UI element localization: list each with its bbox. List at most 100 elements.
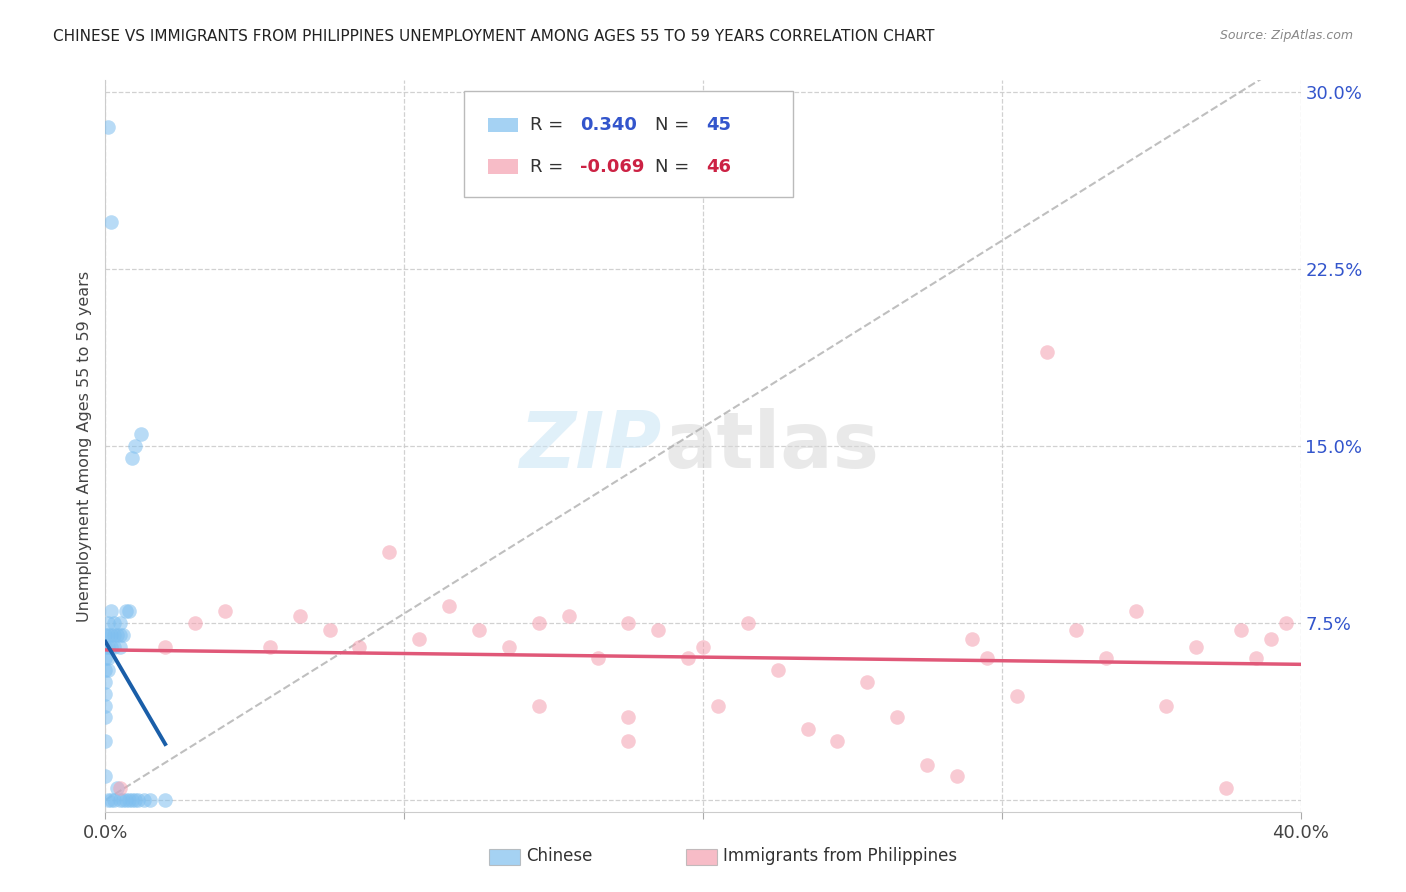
Point xyxy=(214,604,236,618)
Point xyxy=(103,615,125,630)
Point xyxy=(97,793,120,807)
Point xyxy=(1035,344,1057,359)
Point xyxy=(94,687,117,701)
Point xyxy=(127,793,149,807)
Point xyxy=(288,608,311,623)
Text: CHINESE VS IMMIGRANTS FROM PHILIPPINES UNEMPLOYMENT AMONG AGES 55 TO 59 YEARS CO: CHINESE VS IMMIGRANTS FROM PHILIPPINES U… xyxy=(53,29,935,44)
Point xyxy=(110,640,132,654)
Point xyxy=(647,623,669,637)
Point xyxy=(318,623,340,637)
Point xyxy=(97,628,120,642)
Point xyxy=(1260,632,1282,647)
Point xyxy=(94,769,117,783)
Point xyxy=(259,640,281,654)
Point xyxy=(112,628,135,642)
Point xyxy=(97,120,120,135)
Y-axis label: Unemployment Among Ages 55 to 59 years: Unemployment Among Ages 55 to 59 years xyxy=(76,270,91,622)
Point xyxy=(155,793,177,807)
Point xyxy=(184,615,207,630)
Point xyxy=(617,734,640,748)
Point xyxy=(692,640,714,654)
FancyBboxPatch shape xyxy=(488,160,517,174)
Point xyxy=(976,651,998,665)
Point xyxy=(139,793,162,807)
Point xyxy=(124,439,146,453)
Text: 46: 46 xyxy=(707,158,731,176)
Point xyxy=(94,698,117,713)
Point xyxy=(737,615,759,630)
Point xyxy=(100,640,122,654)
Point xyxy=(97,651,120,665)
Point xyxy=(110,793,132,807)
Point xyxy=(94,734,117,748)
Point xyxy=(134,793,156,807)
Point xyxy=(100,628,122,642)
Text: Source: ZipAtlas.com: Source: ZipAtlas.com xyxy=(1219,29,1353,42)
Point xyxy=(1005,689,1028,703)
Point xyxy=(107,781,129,796)
Point xyxy=(97,663,120,677)
Point xyxy=(94,640,117,654)
Point xyxy=(408,632,430,647)
Text: N =: N = xyxy=(655,116,695,134)
Point xyxy=(1125,604,1147,618)
Point xyxy=(617,710,640,724)
Point xyxy=(100,215,122,229)
Text: ZIP: ZIP xyxy=(519,408,661,484)
Text: Immigrants from Philippines: Immigrants from Philippines xyxy=(723,847,957,865)
Point xyxy=(527,615,550,630)
Text: R =: R = xyxy=(530,158,568,176)
Point xyxy=(94,628,117,642)
Point xyxy=(103,628,125,642)
Text: -0.069: -0.069 xyxy=(579,158,644,176)
Point xyxy=(100,604,122,618)
Text: Chinese: Chinese xyxy=(526,847,592,865)
Point xyxy=(94,663,117,677)
Point xyxy=(557,608,579,623)
Point xyxy=(856,675,879,690)
Point xyxy=(115,604,138,618)
Point xyxy=(118,604,141,618)
Point xyxy=(617,615,640,630)
Point xyxy=(827,734,849,748)
Point xyxy=(1274,615,1296,630)
Point xyxy=(527,698,550,713)
Point xyxy=(110,628,132,642)
Point xyxy=(121,450,143,465)
Point xyxy=(1215,781,1237,796)
Point xyxy=(97,640,120,654)
FancyBboxPatch shape xyxy=(464,91,793,197)
Text: atlas: atlas xyxy=(665,408,880,484)
Point xyxy=(103,640,125,654)
Point xyxy=(915,757,938,772)
Point xyxy=(110,781,132,796)
Point xyxy=(97,615,120,630)
Point xyxy=(1244,651,1267,665)
Point xyxy=(1095,651,1118,665)
Point xyxy=(468,623,491,637)
Point xyxy=(115,793,138,807)
Point xyxy=(94,675,117,690)
Point xyxy=(1066,623,1088,637)
FancyBboxPatch shape xyxy=(488,118,517,132)
Point xyxy=(124,793,146,807)
Point xyxy=(349,640,371,654)
Text: N =: N = xyxy=(655,158,695,176)
Text: 0.340: 0.340 xyxy=(579,116,637,134)
Point xyxy=(100,793,122,807)
Point xyxy=(886,710,908,724)
Point xyxy=(103,793,125,807)
Point xyxy=(766,663,789,677)
Point xyxy=(498,640,520,654)
Point xyxy=(796,722,818,736)
Point xyxy=(121,793,143,807)
Point xyxy=(437,599,460,614)
Point xyxy=(676,651,699,665)
Point xyxy=(707,698,730,713)
Point xyxy=(1154,698,1177,713)
Point xyxy=(118,793,141,807)
Point xyxy=(1229,623,1253,637)
Point xyxy=(378,545,401,559)
Point xyxy=(107,628,129,642)
Point xyxy=(94,710,117,724)
